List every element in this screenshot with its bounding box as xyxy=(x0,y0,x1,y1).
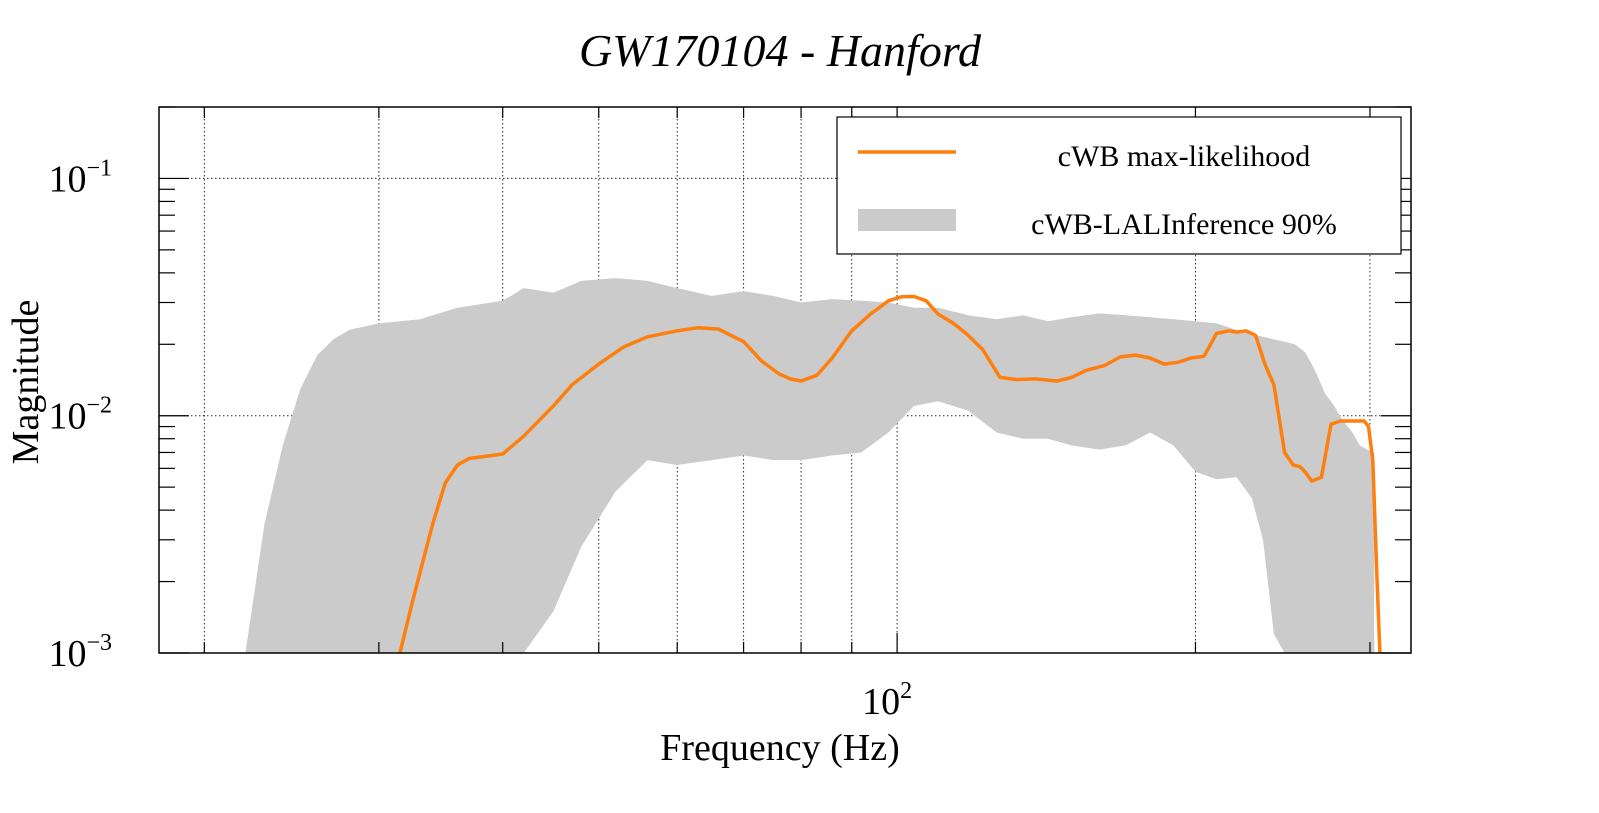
confidence-band-layer xyxy=(245,278,1375,653)
y-tick-label: 10−3 xyxy=(48,630,112,675)
legend-label-90-percent: cWB-LALInference 90% xyxy=(1031,208,1337,241)
legend-box xyxy=(836,116,1402,255)
max-likelihood-line-layer xyxy=(398,294,1382,653)
max-likelihood-line xyxy=(398,294,1382,653)
y-tick-label: 10−2 xyxy=(48,393,112,438)
confidence-band-90 xyxy=(245,278,1375,653)
legend: cWB max-likelihood cWB-LALInference 90% xyxy=(836,116,1402,255)
y-axis-label: Magnitude xyxy=(5,300,47,465)
plot-frame xyxy=(158,106,1412,654)
legend-label-max-likelihood: cWB max-likelihood xyxy=(1058,140,1310,173)
axis-ticks xyxy=(159,106,1411,654)
tick-labels: 10−3 10−2 10−1 102 xyxy=(48,155,912,723)
legend-band-swatch xyxy=(858,209,956,231)
chart-title: GW170104 - Hanford xyxy=(579,25,982,76)
x-axis-label: Frequency (Hz) xyxy=(660,727,900,769)
y-tick-label: 10−1 xyxy=(48,155,112,200)
x-tick-label: 102 xyxy=(862,678,912,723)
